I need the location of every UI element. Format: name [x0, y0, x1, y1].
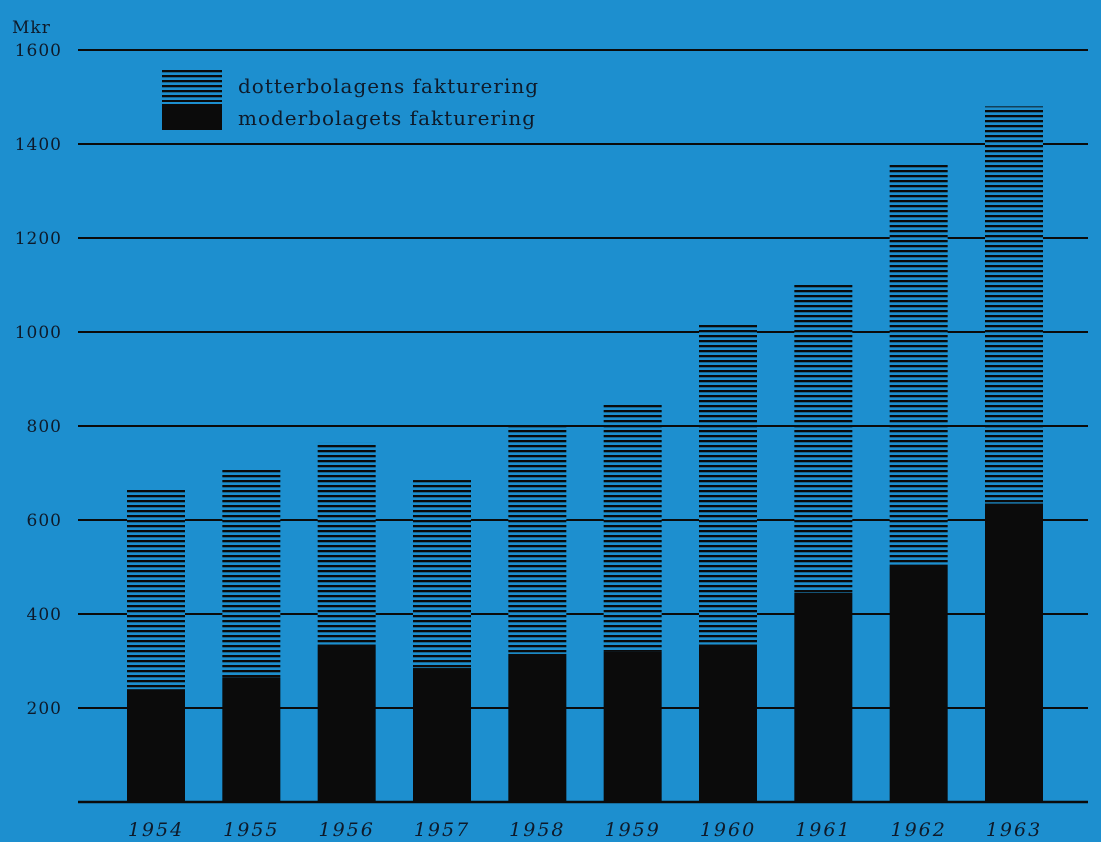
legend: dotterbolagens fakturering moderbolagets… [162, 70, 539, 130]
bar-segment-moderbolagets [222, 677, 281, 802]
y-tick-label: 1600 [15, 41, 62, 61]
y-tick-label: 1000 [15, 323, 62, 343]
y-tick-label: 800 [27, 417, 62, 437]
bar-segment-dotterbolagens [317, 442, 376, 645]
bar-segment-dotterbolagens [508, 426, 567, 654]
y-tick-label: 1400 [15, 135, 62, 155]
bar-segment-moderbolagets [794, 592, 853, 802]
y-axis-title: Mkr [12, 18, 51, 38]
bar-segment-dotterbolagens [413, 480, 471, 669]
x-tick-label: 1957 [414, 819, 470, 841]
x-tick-label: 1955 [223, 819, 279, 841]
bar-segment-moderbolagets [699, 644, 757, 802]
legend-label-dotterbolagens: dotterbolagens fakturering [238, 74, 539, 98]
bar-segment-moderbolagets [127, 689, 185, 802]
legend-swatch-dotterbolagens [162, 70, 222, 102]
x-tick-label: 1962 [890, 819, 946, 841]
x-tick-label: 1958 [509, 819, 565, 841]
y-tick-label: 400 [27, 605, 62, 625]
bar-segment-moderbolagets [413, 668, 471, 802]
x-tick-label: 1961 [795, 819, 851, 841]
bar-segment-dotterbolagens [889, 162, 948, 565]
bar-segment-dotterbolagens [603, 402, 662, 652]
x-tick-label: 1959 [604, 819, 660, 841]
y-tick-label: 1200 [15, 229, 62, 249]
y-axis-labels: Mkr 200 400 600 800 1000 1200 1400 1600 [12, 18, 62, 719]
x-tick-label: 1960 [700, 819, 756, 841]
y-tick-label: 200 [27, 699, 62, 719]
bars [127, 106, 1043, 802]
y-tick-label: 600 [27, 511, 62, 531]
legend-swatch-moderbolagets [162, 104, 222, 130]
bar-segment-dotterbolagens [127, 489, 185, 690]
bar-segment-moderbolagets [508, 653, 567, 802]
legend-label-moderbolagets: moderbolagets fakturering [238, 106, 536, 130]
bar-segment-dotterbolagens [699, 324, 757, 645]
x-tick-label: 1963 [986, 819, 1042, 841]
bar-segment-dotterbolagens [985, 106, 1043, 504]
bar-segment-dotterbolagens [794, 282, 853, 593]
bar-segment-moderbolagets [889, 564, 948, 802]
bar-segment-moderbolagets [317, 644, 376, 802]
bar-segment-dotterbolagens [222, 468, 281, 678]
x-tick-label: 1956 [318, 819, 374, 841]
x-tick-label: 1954 [128, 819, 184, 841]
x-axis-labels: 1954 1955 1956 1957 1958 1959 1960 1961 1962 1963 [128, 819, 1042, 841]
bar-segment-moderbolagets [985, 503, 1043, 802]
bar-segment-moderbolagets [603, 651, 662, 802]
